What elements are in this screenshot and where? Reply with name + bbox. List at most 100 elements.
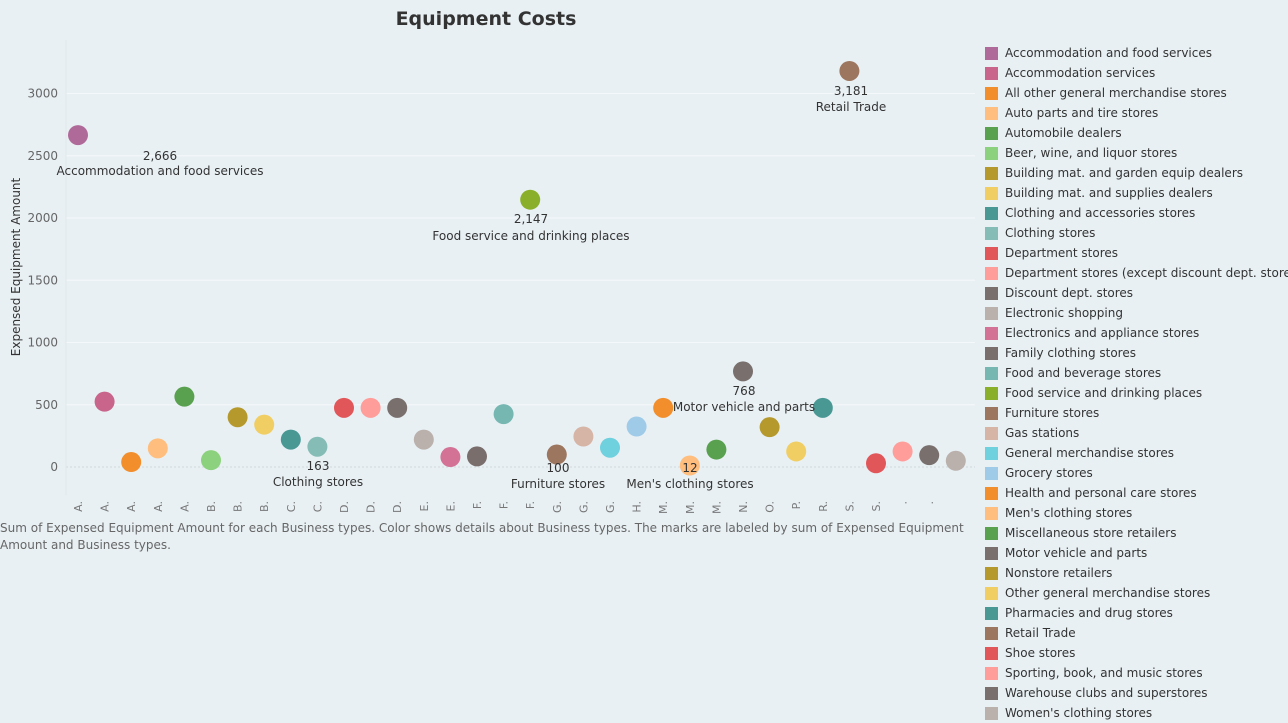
x-tick-label: A. — [152, 501, 165, 512]
legend-label: Food and beverage stores — [1005, 366, 1162, 380]
legend-item[interactable]: Clothing and accessories stores — [985, 203, 1288, 223]
x-tick-label: S. — [843, 501, 856, 511]
x-tick-label: P. — [790, 501, 803, 509]
legend-item[interactable]: General merchandise stores — [985, 443, 1288, 463]
legend-item[interactable]: Electronic shopping — [985, 303, 1288, 323]
x-tick-label: E. — [418, 501, 431, 511]
legend-item[interactable]: Motor vehicle and parts — [985, 543, 1288, 563]
legend-swatch — [985, 266, 998, 280]
legend-swatch — [985, 186, 998, 200]
legend-item[interactable]: Food and beverage stores — [985, 363, 1288, 383]
y-tick-label: 2500 — [27, 149, 58, 163]
legend-item[interactable]: Auto parts and tire stores — [985, 103, 1288, 123]
legend-item[interactable]: Nonstore retailers — [985, 563, 1288, 583]
data-point[interactable] — [653, 397, 674, 418]
data-point[interactable] — [440, 447, 461, 468]
legend-item[interactable]: Food service and drinking places — [985, 383, 1288, 403]
legend-label: Building mat. and garden equip dealers — [1005, 166, 1244, 180]
data-point[interactable] — [174, 386, 195, 407]
legend-swatch — [985, 66, 998, 80]
legend-label: Food service and drinking places — [1005, 386, 1203, 400]
legend-label: Gas stations — [1005, 426, 1080, 440]
y-tick-label: 2000 — [27, 211, 58, 225]
legend-swatch — [985, 286, 998, 300]
data-point[interactable] — [307, 436, 328, 457]
data-point[interactable] — [254, 414, 275, 435]
data-point[interactable] — [786, 441, 807, 462]
x-tick-label: F. — [471, 501, 484, 509]
legend-item[interactable]: Other general merchandise stores — [985, 583, 1288, 603]
data-point[interactable] — [866, 453, 886, 474]
data-point[interactable] — [839, 60, 860, 81]
data-point[interactable] — [759, 417, 780, 438]
legend-label: Department stores (except discount dept.… — [1005, 266, 1288, 280]
legend-item[interactable]: Furniture stores — [985, 403, 1288, 423]
legend-item[interactable]: Men's clothing stores — [985, 503, 1288, 523]
legend-item[interactable]: All other general merchandise stores — [985, 83, 1288, 103]
x-tick-label: M. — [684, 501, 697, 514]
legend-item[interactable]: Shoe stores — [985, 643, 1288, 663]
data-point[interactable] — [280, 429, 301, 450]
legend-swatch — [985, 406, 998, 420]
x-tick-label: . — [897, 501, 910, 505]
legend-item[interactable]: Accommodation and food services — [985, 43, 1288, 63]
data-point[interactable] — [467, 446, 487, 467]
legend-item[interactable]: Women's clothing stores — [985, 703, 1288, 723]
legend-label: Furniture stores — [1005, 406, 1100, 420]
data-point[interactable] — [892, 441, 913, 462]
legend-label: Women's clothing stores — [1005, 706, 1153, 720]
legend-item[interactable]: Sporting, book, and music stores — [985, 663, 1288, 683]
data-point[interactable] — [360, 397, 381, 418]
data-point[interactable] — [733, 361, 753, 382]
data-point[interactable] — [147, 438, 168, 459]
legend-swatch — [985, 46, 998, 60]
legend-label: General merchandise stores — [1005, 446, 1175, 460]
y-tick-label: 1000 — [27, 336, 58, 350]
data-point[interactable] — [334, 397, 354, 418]
legend-item[interactable]: Clothing stores — [985, 223, 1288, 243]
x-tick-label: M. — [710, 501, 723, 514]
legend-item[interactable]: Miscellaneous store retailers — [985, 523, 1288, 543]
data-point[interactable] — [546, 444, 567, 465]
legend-item[interactable]: Electronics and appliance stores — [985, 323, 1288, 343]
data-point[interactable] — [94, 391, 115, 412]
legend-item[interactable]: Gas stations — [985, 423, 1288, 443]
legend-item[interactable]: Building mat. and supplies dealers — [985, 183, 1288, 203]
data-point[interactable] — [201, 450, 221, 471]
legend-label: Clothing and accessories stores — [1005, 206, 1196, 220]
legend-item[interactable]: Building mat. and garden equip dealers — [985, 163, 1288, 183]
data-point[interactable] — [520, 189, 541, 210]
legend-item[interactable]: Automobile dealers — [985, 123, 1288, 143]
legend-item[interactable]: Retail Trade — [985, 623, 1288, 643]
data-point[interactable] — [812, 397, 833, 418]
data-point[interactable] — [679, 455, 700, 476]
data-point[interactable] — [626, 416, 647, 437]
data-point[interactable] — [919, 445, 940, 466]
legend-item[interactable]: Department stores (except discount dept.… — [985, 263, 1288, 283]
data-point[interactable] — [573, 426, 594, 447]
data-point[interactable] — [706, 439, 727, 460]
data-point[interactable] — [945, 450, 966, 471]
data-point[interactable] — [600, 437, 620, 458]
data-point[interactable] — [413, 429, 434, 450]
legend-swatch — [985, 86, 998, 100]
legend-item[interactable]: Health and personal care stores — [985, 483, 1288, 503]
legend-item[interactable]: Family clothing stores — [985, 343, 1288, 363]
x-tick-label: M. — [657, 501, 670, 514]
data-point[interactable] — [493, 404, 514, 425]
legend-item[interactable]: Discount dept. stores — [985, 283, 1288, 303]
legend-item[interactable]: Warehouse clubs and superstores — [985, 683, 1288, 703]
data-point[interactable] — [387, 397, 408, 418]
legend-item[interactable]: Grocery stores — [985, 463, 1288, 483]
legend-item[interactable]: Pharmacies and drug stores — [985, 603, 1288, 623]
x-tick-label: G. — [577, 501, 590, 513]
data-point[interactable] — [121, 452, 142, 473]
legend-item[interactable]: Beer, wine, and liquor stores — [985, 143, 1288, 163]
legend-swatch — [985, 226, 998, 240]
legend-item[interactable]: Department stores — [985, 243, 1288, 263]
legend-item[interactable]: Accommodation services — [985, 63, 1288, 83]
legend-label: All other general merchandise stores — [1005, 86, 1227, 100]
legend[interactable]: Accommodation and food services Accommoda… — [985, 43, 1288, 723]
data-point[interactable] — [227, 407, 248, 428]
data-point[interactable] — [68, 125, 88, 146]
